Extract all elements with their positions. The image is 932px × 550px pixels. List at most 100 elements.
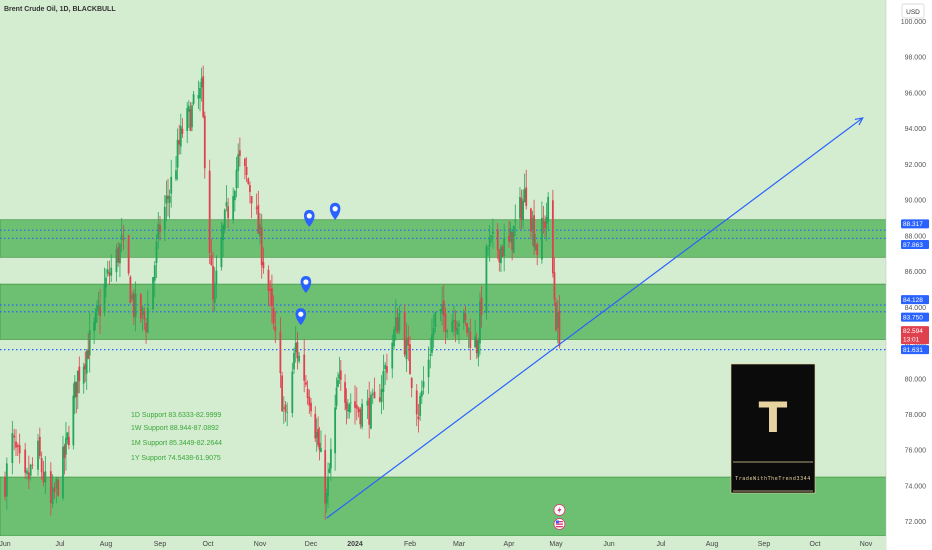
candle-body xyxy=(349,402,352,404)
candle-body xyxy=(259,224,261,237)
candle-body xyxy=(382,371,385,392)
candle-body xyxy=(384,364,387,370)
time-tick-label: Jun xyxy=(603,541,614,548)
price-tick-label: 84.000 xyxy=(905,305,927,312)
candle-body xyxy=(294,342,297,353)
price-tags: 88.317 87.863 84.128 83.750 81.631 82.594 13:0… xyxy=(901,219,929,355)
logo-box xyxy=(730,363,816,494)
marker-layer[interactable] xyxy=(295,202,566,530)
time-tick-label: Mar xyxy=(453,541,466,548)
candle-body xyxy=(18,445,21,454)
candle-body xyxy=(87,349,90,359)
candle-body xyxy=(355,404,358,409)
candle-body xyxy=(318,442,321,450)
support-zone xyxy=(0,219,887,258)
candle-body xyxy=(441,303,444,314)
us-flag-icon[interactable] xyxy=(553,518,566,530)
candle-body xyxy=(85,350,88,374)
trendline[interactable] xyxy=(326,117,864,519)
candle-body xyxy=(200,78,203,88)
us-flag-icon-stripe xyxy=(555,521,563,523)
candle-body xyxy=(31,464,34,466)
map-pin-icon[interactable] xyxy=(300,276,312,294)
candle-body xyxy=(260,227,263,266)
candle-body xyxy=(503,237,506,257)
candle-body xyxy=(271,288,273,306)
candle-body xyxy=(176,139,179,168)
currency-button-frame[interactable] xyxy=(901,3,925,19)
candle-body xyxy=(129,276,132,303)
candle-body xyxy=(186,108,189,131)
candle-body xyxy=(339,370,342,380)
candle-body xyxy=(96,306,98,312)
currency-button[interactable]: USD xyxy=(901,3,925,19)
lightning-icon[interactable] xyxy=(553,504,566,516)
level-tag-box xyxy=(901,312,929,322)
candle-body xyxy=(245,166,248,176)
candle-body xyxy=(44,471,47,483)
trendline-layer[interactable] xyxy=(326,117,864,519)
candle-body xyxy=(255,207,258,209)
candle-body xyxy=(456,328,459,335)
candle-body xyxy=(509,228,512,243)
level-tag-box xyxy=(901,219,929,229)
time-axis-ticks: Jun Jul Aug Sep Oct Nov Dec 2024 Feb Mar Apr May Jun… xyxy=(0,541,873,548)
candle-body xyxy=(237,154,240,171)
candle-body xyxy=(279,331,282,374)
candle-body xyxy=(103,284,106,313)
candle-body xyxy=(320,448,322,452)
candle-body xyxy=(212,265,214,300)
candle-body xyxy=(197,95,200,99)
candle-body xyxy=(163,206,166,230)
map-pin-icon[interactable] xyxy=(329,202,341,220)
candle-body xyxy=(68,436,70,446)
candle-body xyxy=(170,176,173,194)
time-tick-label: Nov xyxy=(860,541,873,548)
candle-body xyxy=(368,397,371,425)
candle-body xyxy=(97,304,100,308)
time-tick-label: Feb xyxy=(404,541,416,548)
candle-body xyxy=(522,200,524,220)
candle-body xyxy=(338,374,341,379)
candle-body xyxy=(213,283,216,303)
map-pin-icon[interactable] xyxy=(304,209,315,227)
candle-body xyxy=(469,331,472,348)
candle-body xyxy=(348,404,351,412)
time-tick-label: May xyxy=(549,541,563,548)
candle-body xyxy=(250,196,253,204)
candle-body xyxy=(202,76,205,117)
time-tick-label: Aug xyxy=(706,541,719,548)
time-tick-label: Oct xyxy=(203,541,214,548)
candle-body xyxy=(485,246,488,313)
candle-body xyxy=(215,270,218,285)
candle-body xyxy=(293,352,295,370)
candle-body xyxy=(189,109,192,131)
candle-body xyxy=(328,468,331,473)
price-tick-label: 88.000 xyxy=(905,233,927,240)
level-tag: 81.631 xyxy=(903,347,923,354)
candle-body xyxy=(394,317,397,332)
time-axis[interactable] xyxy=(0,536,886,550)
time-tick-label: 2024 xyxy=(347,541,363,548)
candle-body xyxy=(24,449,27,473)
candle-body xyxy=(334,407,337,454)
candle-body xyxy=(84,364,87,370)
candle-body xyxy=(439,309,442,312)
price-axis[interactable] xyxy=(886,0,932,550)
candle-body xyxy=(203,115,206,169)
candle-body xyxy=(210,255,213,266)
candle-body xyxy=(244,158,246,167)
candle-body xyxy=(310,402,312,412)
candle-body xyxy=(314,413,317,439)
candlestick-series xyxy=(4,65,561,520)
candle-body xyxy=(391,342,394,369)
time-tick-label: Jul xyxy=(56,541,65,548)
candle-body xyxy=(73,381,76,398)
map-pin-icon[interactable] xyxy=(295,308,307,326)
candle-body xyxy=(511,232,514,250)
candle-body xyxy=(451,320,454,333)
currency-label: USD xyxy=(906,9,920,16)
candle-body xyxy=(453,319,455,322)
candle-body xyxy=(398,313,401,331)
